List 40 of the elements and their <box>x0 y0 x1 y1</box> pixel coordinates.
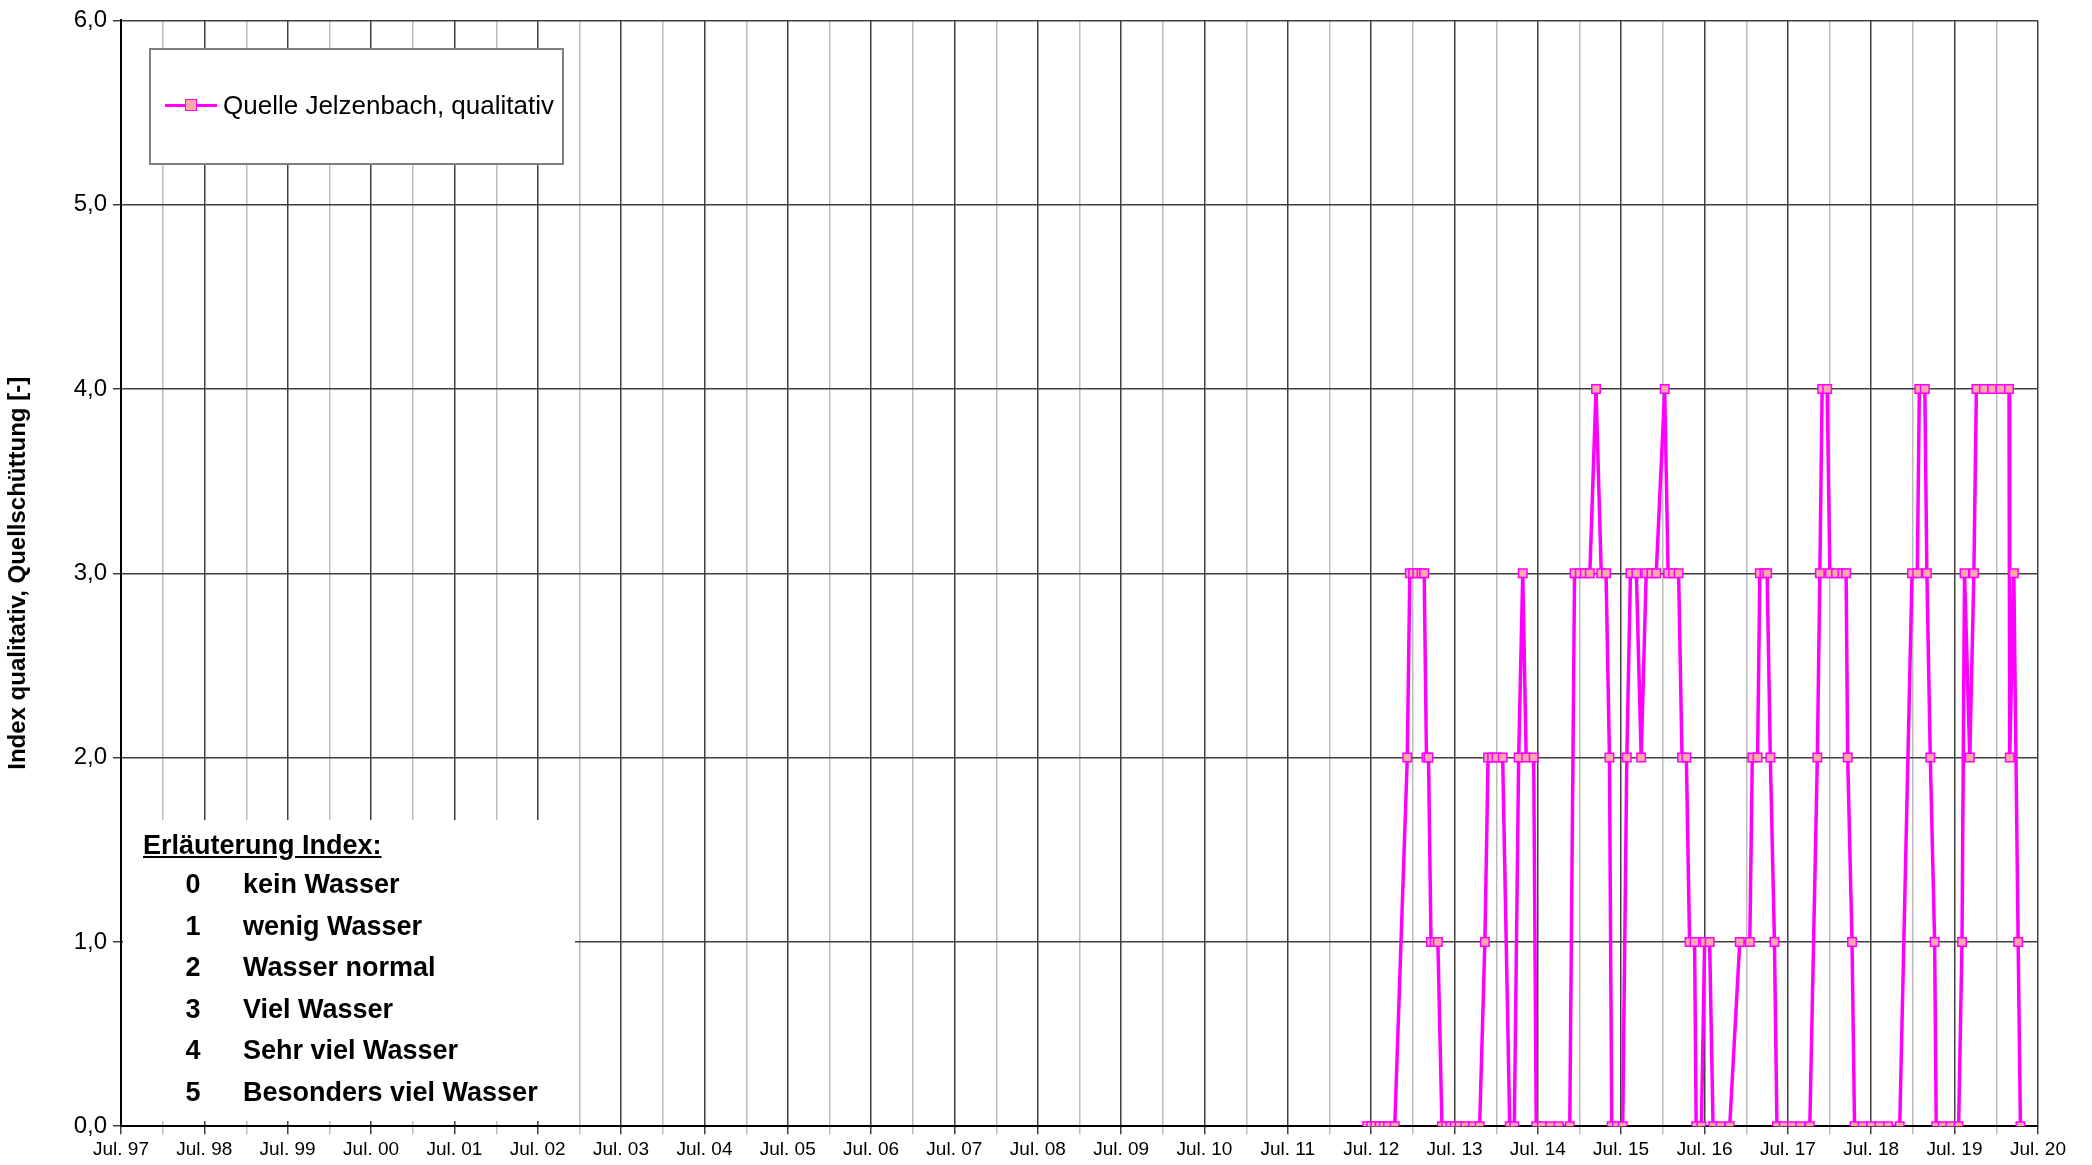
text: 3 Viel Wasser <box>185 993 394 1024</box>
y-tick-label: 6,0 <box>73 5 107 33</box>
x-tick-label: Jul. 14 <box>1509 1137 1567 1159</box>
text: 1 wenig Wasser <box>185 910 423 941</box>
text: 5 Besonders viel Wasser <box>185 1076 538 1107</box>
y-tick-label: 2,0 <box>73 742 107 770</box>
x-tick-label: Jul. 06 <box>843 1137 900 1159</box>
annotation: Erläuterung Index: <box>143 830 383 861</box>
x-tick-label: Jul. 01 <box>426 1137 483 1159</box>
text: 2 Wasser normal <box>185 952 436 982</box>
text: 0 kein Wasser <box>185 869 400 899</box>
x-tick-label: Jul. 09 <box>1093 1137 1150 1159</box>
legend-label: Quelle Jelzenbach, qualitativ <box>223 90 554 121</box>
x-tick-label: Jul. 17 <box>1759 1137 1816 1159</box>
x-tick-label: Jul. 97 <box>93 1137 149 1159</box>
x-tick-label: Jul. 16 <box>1676 1137 1733 1159</box>
x-tick-label: Jul. 20 <box>2010 1137 2066 1159</box>
x-tick-label: Jul. 07 <box>926 1137 983 1159</box>
y-tick-label: 1,0 <box>73 926 107 954</box>
x-tick-label: Jul. 12 <box>1343 1137 1400 1159</box>
x-tick-label: Jul. 13 <box>1426 1137 1483 1159</box>
x-tick-label: Jul. 10 <box>1176 1137 1233 1159</box>
x-tick-label: Jul. 04 <box>676 1137 733 1159</box>
y-tick-label: 3,0 <box>73 557 107 585</box>
x-tick-label: Jul. 99 <box>259 1137 316 1159</box>
y-tick-label: 0,0 <box>73 1110 107 1138</box>
y-tick-label: 5,0 <box>73 189 107 217</box>
x-tick-label: Jul. 98 <box>176 1137 233 1159</box>
x-tick-label: Jul. 15 <box>1593 1137 1650 1159</box>
y-tick-label: 4,0 <box>73 373 107 401</box>
x-tick-label: Jul. 02 <box>509 1137 566 1159</box>
x-tick-label: Jul. 08 <box>1009 1137 1066 1159</box>
x-tick-label: Jul. 03 <box>592 1137 649 1159</box>
y-axis-title: Index qualitativ, Quellschüttung [-] <box>3 376 31 770</box>
x-tick-label: Jul. 05 <box>759 1137 816 1159</box>
x-tick-label: Jul. 18 <box>1843 1137 1900 1159</box>
x-tick-label: Jul. 11 <box>1260 1137 1316 1159</box>
x-tick-label: Jul. 19 <box>1926 1137 1983 1159</box>
text: 4 Sehr viel Wasser <box>185 1035 459 1065</box>
x-tick-label: Jul. 00 <box>343 1137 400 1159</box>
